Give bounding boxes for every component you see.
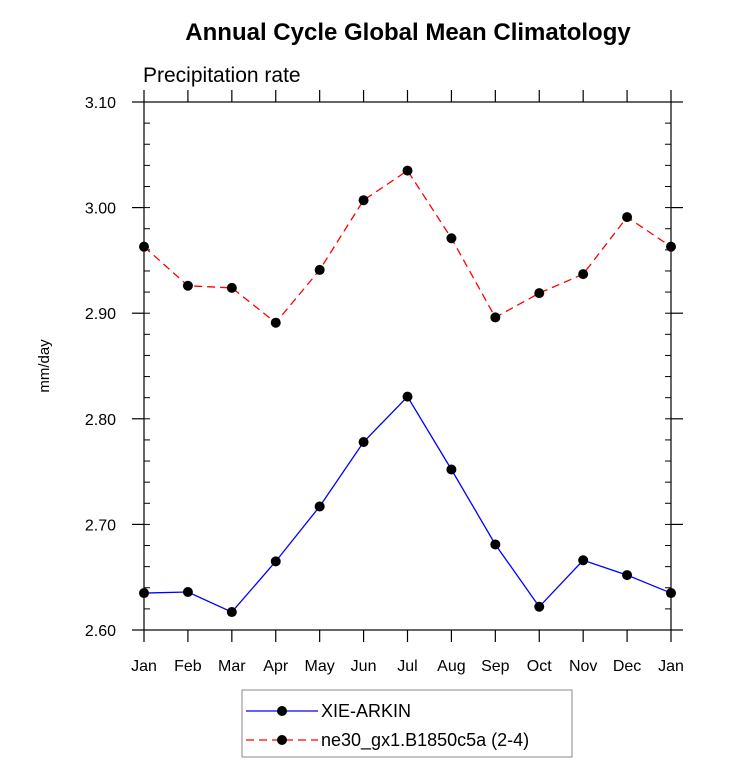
- data-point: [402, 165, 413, 176]
- legend: XIE-ARKIN ne30_gx1.B1850c5a (2-4): [241, 689, 573, 758]
- series-layer: [139, 165, 676, 618]
- legend-label: ne30_gx1.B1850c5a (2-4): [321, 730, 529, 751]
- x-tick-label: Jan: [658, 658, 684, 675]
- series-line-0: [143, 395, 672, 613]
- x-tick-label: Aug: [437, 658, 465, 675]
- legend-marker: [277, 706, 287, 716]
- y-tick-label: 2.80: [85, 412, 116, 429]
- y-tick-label: 2.60: [85, 623, 116, 640]
- x-tick-label: Jul: [397, 658, 417, 675]
- data-point: [578, 555, 589, 566]
- legend-label: XIE-ARKIN: [321, 701, 411, 721]
- y-axis-label: mm/day: [36, 339, 53, 393]
- x-tick-label: Sep: [481, 658, 510, 675]
- data-point: [358, 437, 369, 448]
- data-point: [314, 264, 325, 275]
- x-tick-label: Jan: [131, 658, 157, 675]
- data-point: [622, 212, 633, 223]
- chart-subtitle: Precipitation rate: [143, 64, 301, 87]
- data-point: [139, 588, 149, 599]
- y-tick-label: 2.70: [85, 517, 116, 534]
- data-point: [314, 501, 325, 512]
- data-point: [139, 241, 149, 252]
- data-point: [622, 570, 633, 581]
- x-tick-label: May: [305, 658, 335, 675]
- legend-box: [241, 689, 573, 758]
- data-point: [358, 195, 369, 206]
- x-tick-label: Oct: [527, 658, 552, 675]
- data-point: [446, 233, 457, 244]
- x-tick-label: Apr: [263, 658, 289, 675]
- x-tick-label: Feb: [174, 658, 202, 675]
- data-point: [402, 391, 413, 402]
- data-point: [534, 288, 545, 299]
- data-point: [666, 588, 676, 599]
- data-point: [226, 607, 237, 618]
- x-tick-label: Dec: [613, 658, 641, 675]
- data-point: [666, 241, 676, 252]
- data-point: [578, 269, 589, 280]
- data-point: [534, 601, 545, 612]
- x-tick-label: Mar: [218, 658, 246, 675]
- legend-marker: [277, 735, 287, 745]
- x-tick-label: Jun: [351, 658, 377, 675]
- data-point: [446, 464, 457, 475]
- data-point: [226, 282, 237, 293]
- axes: Jan Feb Mar Apr May Jun Jul Aug Sep Oct Nov Dec Jan 2…: [85, 90, 684, 675]
- y-tick-label: 3.00: [85, 201, 116, 218]
- data-point: [182, 586, 193, 597]
- y-tick-label: 3.10: [85, 95, 116, 112]
- data-point: [490, 312, 501, 323]
- data-point: [270, 317, 281, 328]
- data-point: [490, 539, 501, 550]
- y-tick-label: 2.90: [85, 306, 116, 323]
- plot-frame: [143, 101, 672, 631]
- x-tick-label: Nov: [569, 658, 597, 675]
- data-point: [270, 556, 281, 567]
- chart-title: Annual Cycle Global Mean Climatology: [185, 19, 631, 46]
- data-point: [182, 280, 193, 291]
- series-line-1: [143, 169, 672, 324]
